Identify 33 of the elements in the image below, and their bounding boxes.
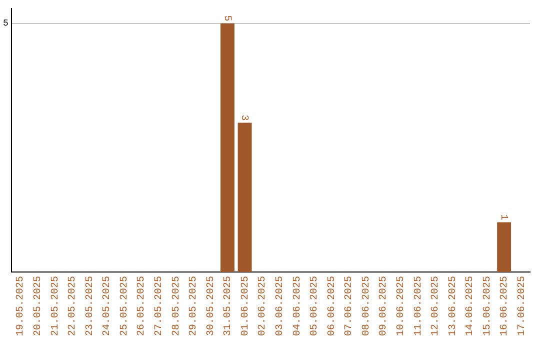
x-tick-label: 27.05.2025: [154, 276, 165, 336]
data-label: 3: [238, 114, 250, 121]
x-tick-label: 07.06.2025: [344, 276, 356, 336]
x-tick-label: 17.06.2025: [516, 276, 528, 336]
x-tick-label: 15.06.2025: [482, 276, 494, 336]
x-tick-label: 03.06.2025: [274, 276, 286, 336]
x-tick-label: 14.06.2025: [465, 276, 476, 336]
x-tick-label: 13.06.2025: [448, 276, 459, 336]
x-tick-label: 11.06.2025: [413, 276, 424, 336]
x-tick-label: 25.05.2025: [119, 276, 130, 336]
x-tick-label: 04.06.2025: [292, 276, 304, 336]
x-tick-label: 24.05.2025: [102, 276, 114, 336]
x-tick-label: 19.05.2025: [16, 276, 27, 336]
x-tick-label: 09.06.2025: [378, 276, 390, 336]
x-tick-label: 26.05.2025: [136, 276, 148, 336]
x-tick-label: 21.05.2025: [50, 276, 62, 336]
x-tick-label: 01.06.2025: [240, 276, 252, 336]
x-tick-label: 23.05.2025: [84, 276, 96, 336]
x-tick-label: 08.06.2025: [361, 276, 372, 336]
data-label: 1: [497, 214, 508, 220]
data-label: 5: [220, 15, 232, 22]
x-tick-label: 22.05.2025: [68, 276, 79, 336]
x-tick-label: 30.05.2025: [206, 276, 217, 336]
x-tick-label: 29.05.2025: [188, 276, 200, 336]
x-tick-label: 28.05.2025: [171, 276, 182, 336]
x-tick-label: 12.06.2025: [430, 276, 442, 336]
x-tick-label: 02.06.2025: [258, 276, 269, 336]
x-tick-label: 06.06.2025: [326, 276, 338, 336]
x-tick-label: 31.05.2025: [223, 276, 234, 336]
x-tick-label: 20.05.2025: [32, 276, 44, 336]
x-tick-label: 10.06.2025: [396, 276, 407, 336]
x-tick-label: 16.06.2025: [500, 276, 511, 336]
x-tick-label: 05.06.2025: [310, 276, 321, 336]
